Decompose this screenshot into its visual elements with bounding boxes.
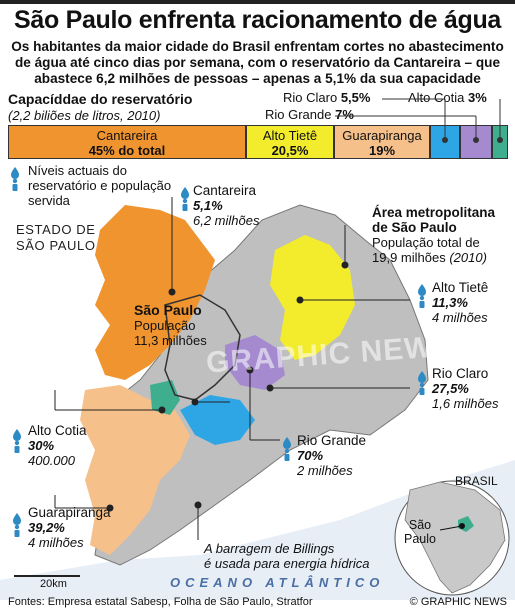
state-label: ESTADO DE SÃO PAULO	[16, 222, 96, 253]
side-label-rio-grande: Rio Grande 7%	[265, 107, 354, 122]
legend-text: Níveis actuais do reservatório e populaç…	[28, 163, 172, 208]
side-label-rio-claro: Rio Claro 5,5%	[283, 90, 371, 105]
bar-segment-cantareira: Cantareira 45% do total	[8, 125, 246, 159]
subtitle: Os habitantes da maior cidade do Brasil …	[6, 39, 509, 87]
billings-note: A barragem de Billings é usada para ener…	[204, 541, 370, 571]
water-drop-person-icon	[418, 371, 426, 395]
city-boundary	[164, 294, 241, 401]
side-label-alto-cotia: Alto Cotia 3%	[408, 90, 487, 105]
subtitle-line: abastece 6,2 milhões de pessoas – apenas…	[34, 71, 481, 86]
water-drop-person-icon	[11, 167, 19, 191]
subtitle-line: Os habitantes da maior cidade do Brasil …	[11, 39, 504, 54]
reservoir-label-alto-tiete: Alto Tietê 11,3% 4 milhões	[432, 280, 489, 325]
ocean-area	[0, 460, 515, 600]
inset-city-label: São Paulo	[404, 518, 436, 546]
reservoir-label-rio-claro: Rio Claro 27,5% 1,6 milhões	[432, 366, 499, 411]
rio-claro-area	[180, 395, 255, 445]
water-drop-person-icon	[418, 284, 426, 308]
copyright: © GRAPHIC NEWS	[409, 596, 507, 608]
water-drop-person-icon	[283, 437, 291, 461]
guarapiranga-area	[80, 385, 190, 555]
water-drop-person-icon	[181, 187, 189, 211]
reservoir-label-alto-cotia: Alto Cotia 30% 400.000	[28, 423, 87, 468]
ocean-label: OCEANO ATLÂNTICO	[170, 575, 385, 590]
bar-segment-alto-tiete: Alto Tietê 20,5%	[246, 125, 334, 159]
map	[0, 197, 515, 600]
city-label: São Paulo População 11,3 milhões	[134, 302, 207, 349]
rio-grande-area	[225, 335, 285, 390]
reservoir-label-guarapiranga: Guarapiranga 39,2% 4 milhões	[28, 505, 111, 550]
alto-tiete-area	[270, 235, 355, 360]
reservoir-label-cantareira: Cantareira 5,1% 6,2 milhões	[193, 183, 260, 228]
capacity-subtitle: (2,2 biliões de litros, 2010)	[8, 108, 161, 123]
subtitle-line: de água até cinco dias por semana, com o…	[14, 55, 501, 70]
inset-country-label: BRASIL	[455, 474, 498, 488]
reservoir-label-rio-grande: Rio Grande 70% 2 milhões	[297, 433, 367, 478]
metro-label: Área metropolitana de São Paulo Populaçã…	[372, 205, 496, 265]
scale-label: 20km	[40, 578, 67, 590]
bar-segment-guarapiranga: Guarapiranga 19%	[334, 125, 430, 159]
page-title: São Paulo enfrenta racionamento de água	[13, 6, 502, 34]
water-drop-person-icon	[13, 513, 21, 537]
inset-continent	[404, 481, 506, 594]
capacity-title: Capacíddae do reservatório	[8, 91, 193, 107]
sources-footer: Fontes: Empresa estatal Sabesp, Folha de…	[8, 596, 313, 608]
water-drop-person-icon	[13, 429, 21, 453]
cantareira-area	[95, 205, 215, 380]
